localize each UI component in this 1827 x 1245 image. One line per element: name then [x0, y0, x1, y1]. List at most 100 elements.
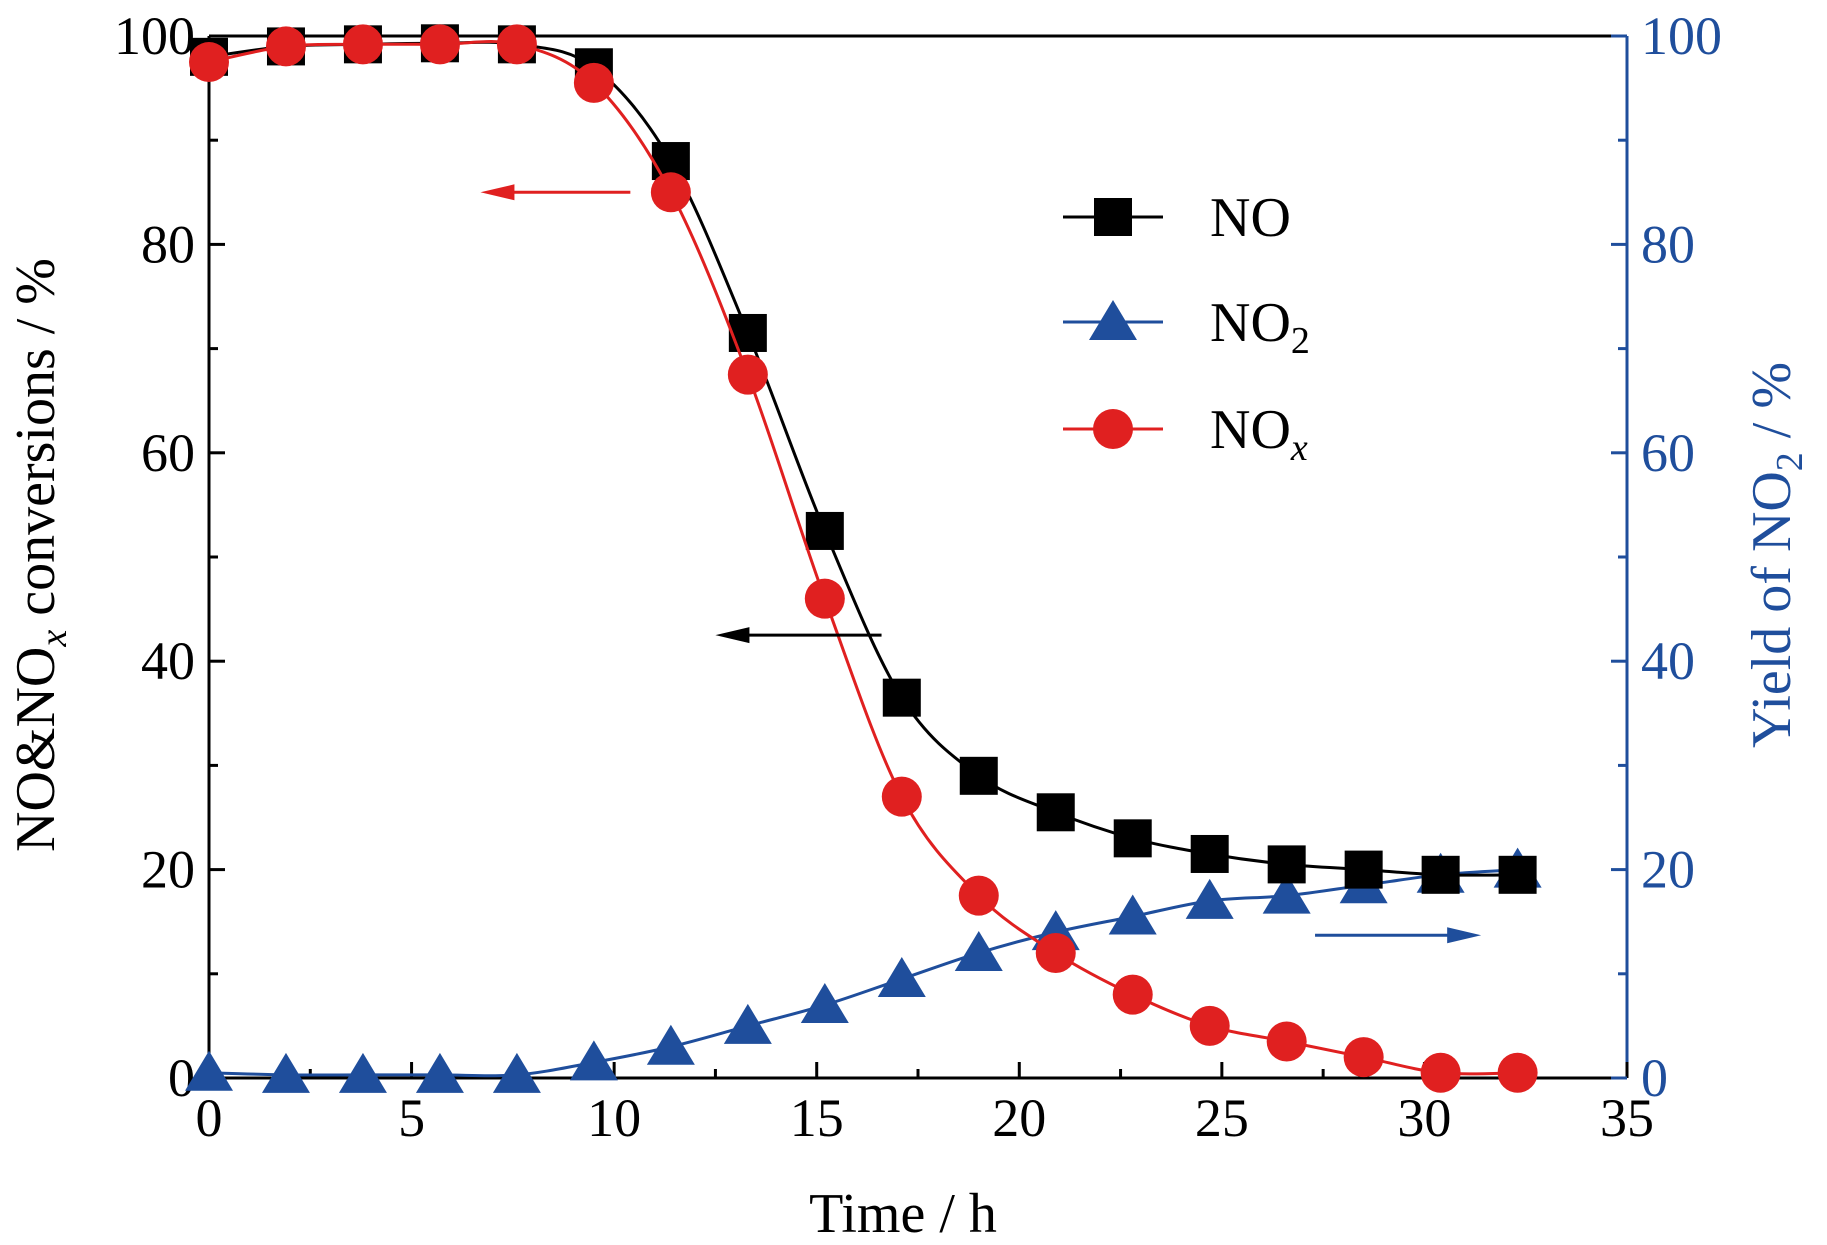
y-axis-left-title: NO&NOx conversions / %	[5, 258, 75, 852]
data-point-no2	[646, 1024, 695, 1065]
data-point-no2	[800, 983, 849, 1024]
plot-frame	[207, 34, 1629, 1080]
arrow-nox-left-head	[480, 184, 515, 201]
arrow-no-left-head	[715, 627, 750, 644]
series-layer	[185, 24, 1542, 1093]
legend-label: NOx	[1210, 399, 1308, 469]
legend-label: NO	[1210, 187, 1291, 249]
x-tick-label: 10	[587, 1088, 641, 1148]
data-point-no	[1036, 793, 1075, 832]
data-point-no	[1267, 845, 1306, 884]
data-point-nox	[189, 42, 229, 83]
data-point-no	[882, 678, 921, 717]
y-left-tick-label: 40	[141, 631, 195, 691]
annotation-layer	[480, 184, 1482, 944]
x-tick-label: 25	[1195, 1088, 1249, 1148]
y-left-tick-label: 60	[141, 423, 195, 483]
y-right-tick-label: 40	[1641, 631, 1695, 691]
data-point-no2	[261, 1052, 310, 1093]
x-tick-label: 15	[790, 1088, 844, 1148]
data-point-no2	[1185, 878, 1234, 919]
data-point-nox	[650, 172, 691, 213]
legend-label-sub: x	[1290, 427, 1308, 469]
y-right-tick-label: 100	[1641, 6, 1722, 66]
y-left-tick-label: 20	[141, 840, 195, 900]
data-point-no2	[338, 1052, 387, 1093]
y-left-tick-label: 80	[141, 214, 195, 274]
y-axis-right-title-main: Yield of NO	[1741, 471, 1803, 748]
data-point-no2	[569, 1040, 618, 1081]
legend-marker	[1094, 198, 1132, 236]
data-point-no	[1344, 850, 1383, 889]
data-point-nox	[881, 776, 922, 817]
data-point-no	[1190, 834, 1229, 873]
y-axis-left-title-sub: x	[33, 630, 75, 648]
data-point-no	[959, 756, 998, 795]
data-point-no2	[877, 957, 926, 998]
legend-label-main: NO	[1210, 292, 1291, 354]
y-axis-left-title-tail: conversions / %	[5, 258, 67, 630]
y-axis-right: 0 20 40 60 80 100	[1611, 6, 1722, 1108]
data-point-nox	[1112, 974, 1153, 1015]
legend-label-main: NO	[1210, 187, 1291, 249]
y-right-tick-label: 0	[1641, 1048, 1668, 1108]
data-point-nox	[1420, 1052, 1461, 1093]
arrow-no-left	[715, 627, 882, 644]
data-point-no	[805, 511, 844, 550]
y-axis-right-title-tail: / %	[1741, 362, 1803, 452]
data-point-no2	[185, 1050, 233, 1091]
legend-item-1: NO	[1063, 187, 1291, 249]
x-tick-label: 30	[1397, 1088, 1451, 1148]
series-line-no	[208, 40, 1518, 877]
y-axis-left-title-main: NO&NO	[5, 647, 67, 852]
data-point-no2	[1108, 894, 1157, 935]
y-axis-right-title: Yield of NO2 / %	[1741, 362, 1811, 748]
series-no2	[185, 847, 1542, 1093]
arrow-no2-right	[1315, 927, 1482, 944]
data-point-nox	[265, 26, 306, 67]
series-line-nox	[208, 39, 1518, 1076]
y-axis-left: 0 20 40 60 80 100	[114, 6, 225, 1108]
series-line-no2	[208, 868, 1518, 1078]
x-axis: 0 5 10 15 20 25 30 35	[196, 1062, 1654, 1148]
data-point-nox	[1266, 1021, 1307, 1062]
y-left-tick-label: 0	[168, 1048, 195, 1108]
data-point-no2	[954, 930, 1003, 971]
y-axis-right-title-sub: 2	[1769, 452, 1811, 471]
x-tick-label: 20	[992, 1088, 1046, 1148]
data-point-no	[1421, 855, 1460, 894]
x-tick-label: 0	[196, 1088, 223, 1148]
data-point-nox	[958, 875, 999, 916]
data-point-no2	[492, 1052, 541, 1093]
data-point-no	[728, 313, 767, 352]
legend-item-2: NO2	[1063, 292, 1310, 362]
y-left-tick-label: 100	[114, 6, 195, 66]
arrow-nox-left	[480, 184, 631, 201]
legend-label: NO2	[1210, 292, 1310, 362]
data-point-nox	[804, 578, 845, 619]
data-point-nox	[727, 354, 768, 395]
legend-marker	[1089, 300, 1137, 340]
y-right-tick-label: 80	[1641, 214, 1695, 274]
series-no	[190, 24, 1537, 894]
data-point-nox	[342, 24, 383, 65]
legend-item-3: NOx	[1063, 399, 1308, 469]
x-tick-label: 5	[398, 1088, 425, 1148]
series-nox	[189, 24, 1538, 1093]
data-point-nox	[1497, 1052, 1538, 1093]
data-point-no	[1498, 855, 1537, 894]
y-right-tick-label: 20	[1641, 840, 1695, 900]
data-point-nox	[496, 24, 537, 65]
data-point-no2	[723, 1003, 772, 1044]
data-point-nox	[1343, 1037, 1384, 1078]
data-point-no2	[415, 1052, 464, 1093]
legend-marker	[1093, 409, 1133, 449]
arrow-no2-right-head	[1447, 927, 1482, 944]
x-axis-title: Time / h	[809, 1183, 997, 1245]
data-point-no	[1113, 819, 1152, 858]
legend-label-sub: 2	[1291, 320, 1310, 362]
data-point-no2	[1262, 873, 1311, 914]
legend-label-main: NO	[1210, 399, 1291, 461]
